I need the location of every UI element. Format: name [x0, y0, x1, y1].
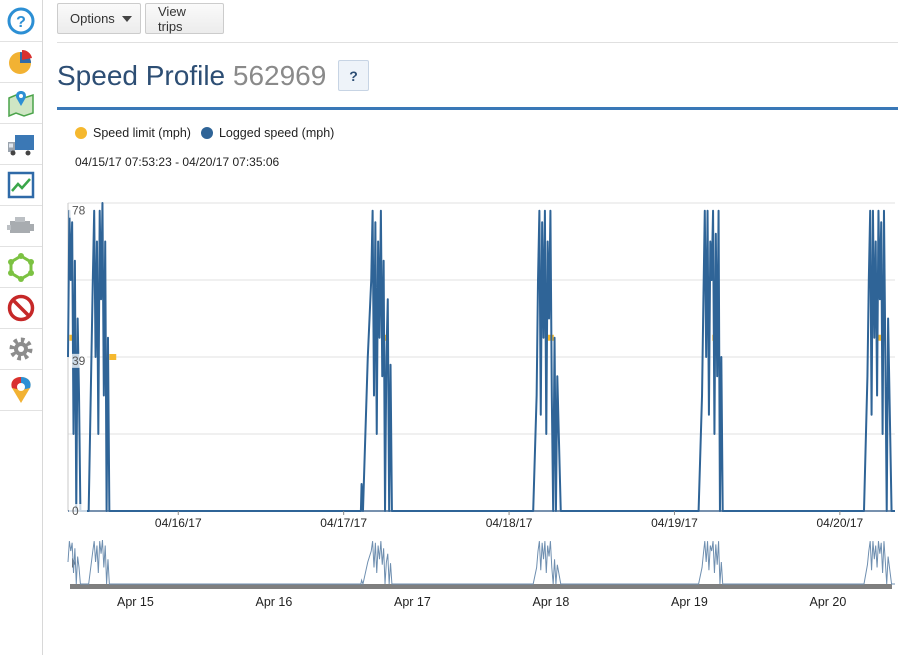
logged-speed-dot-icon: [200, 127, 213, 139]
page-title: Speed Profile 562969: [57, 60, 326, 92]
sidebar-item-engine[interactable]: [0, 205, 42, 247]
navigator-label: Apr 18: [532, 595, 570, 609]
help-button[interactable]: ?: [338, 60, 369, 91]
sidebar-item-reports[interactable]: [0, 41, 42, 83]
navigator-label: Apr 16: [255, 595, 293, 609]
legend-logged-speed-label: Logged speed (mph): [218, 126, 335, 140]
sidebar-item-speed-profile[interactable]: [0, 164, 42, 206]
no-entry-icon: [7, 294, 35, 321]
title-divider: [57, 107, 898, 110]
sidebar: ?: [0, 0, 43, 655]
x-tick-label: 04/20/17: [817, 516, 864, 530]
y-tick-label: 0: [72, 504, 79, 518]
map-pin-icon: [8, 90, 34, 117]
sidebar-item-vehicles[interactable]: [0, 123, 42, 165]
vehicle-id: 562969: [232, 60, 327, 91]
pie-chart-icon: [9, 49, 32, 74]
page-title-text: Speed Profile: [57, 60, 226, 91]
legend-item-logged-speed[interactable]: Logged speed (mph): [200, 126, 335, 140]
gear-icon: [9, 337, 33, 360]
view-trips-label: View trips: [158, 3, 186, 34]
sidebar-item-settings[interactable]: [0, 328, 42, 370]
x-tick-label: 04/18/17: [486, 516, 533, 530]
y-tick-bg: [69, 353, 87, 368]
legend-speed-limit-label: Speed limit (mph): [93, 126, 191, 140]
toolbar-divider: [57, 42, 898, 43]
help-circle-icon: ?: [7, 7, 35, 34]
trend-chart-icon: [7, 171, 35, 198]
legend-item-speed-limit[interactable]: Speed limit (mph): [75, 126, 191, 140]
date-range: 04/15/17 07:53:23 - 04/20/17 07:35:06: [75, 155, 280, 169]
y-tick-label: 39: [72, 354, 86, 368]
logged-speed-line: [67, 202, 895, 512]
engine-icon: [7, 216, 34, 233]
chevron-down-icon: [121, 15, 132, 22]
location-arrows-icon: [11, 376, 31, 403]
sidebar-item-zones[interactable]: [0, 246, 42, 288]
sidebar-item-marketplace[interactable]: [0, 369, 42, 411]
sidebar-item-help[interactable]: ?: [0, 0, 42, 42]
truck-icon: [8, 134, 34, 155]
y-tick-bg: [69, 203, 87, 218]
options-label: Options: [70, 11, 115, 26]
svg-text:?: ?: [16, 14, 26, 31]
sidebar-item-rules[interactable]: [0, 287, 42, 329]
navigator-label: Apr 20: [809, 595, 847, 609]
chart-legend: Speed limit (mph) Logged speed (mph): [75, 126, 344, 140]
options-button[interactable]: Options: [57, 3, 141, 34]
zone-hexagon-icon: [8, 252, 34, 282]
sidebar-item-map[interactable]: [0, 82, 42, 124]
y-tick-label: 78: [72, 204, 86, 218]
navigator-series-line: [67, 539, 895, 586]
y-tick-bg: [69, 504, 87, 518]
x-tick-label: 04/16/17: [155, 516, 202, 530]
x-tick-label: 04/19/17: [651, 516, 698, 530]
navigator-scrollbar: [70, 584, 892, 589]
view-trips-button[interactable]: View trips: [145, 3, 224, 34]
navigator-label: Apr 15: [117, 595, 154, 609]
x-tick-label: 04/17/17: [320, 516, 367, 530]
navigator-label: Apr 19: [671, 595, 708, 609]
navigator-label: Apr 17: [394, 595, 431, 609]
help-button-label: ?: [349, 67, 358, 84]
speed-limit-dot-icon: [75, 127, 87, 139]
